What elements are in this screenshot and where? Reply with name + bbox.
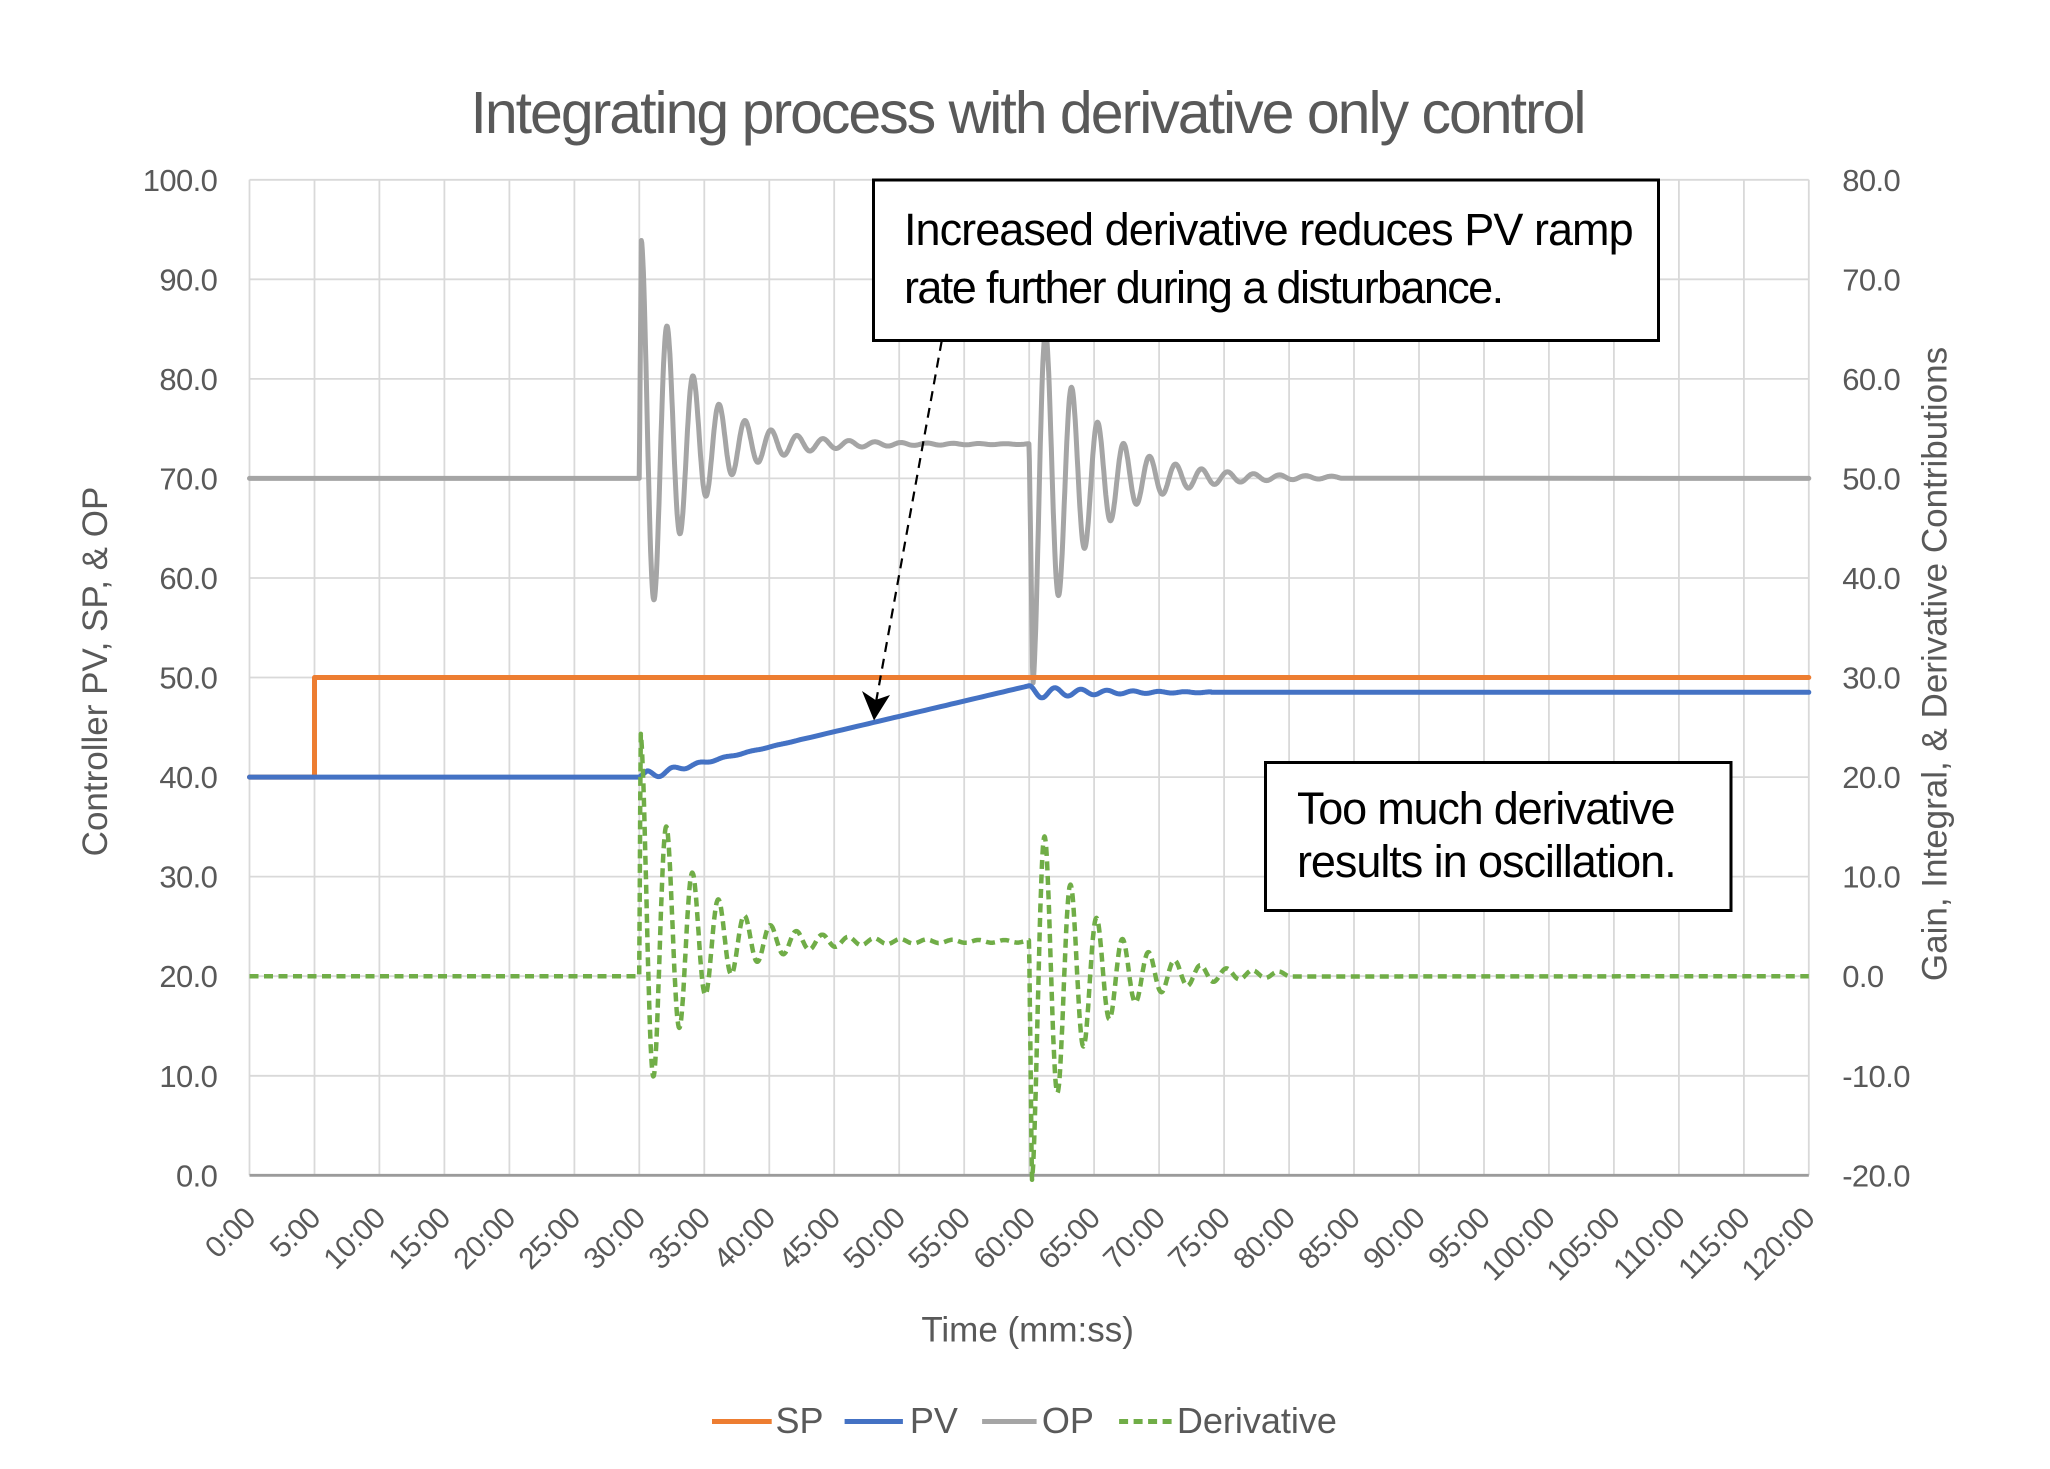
svg-text:OP: OP — [1042, 1400, 1094, 1441]
svg-text:30.0: 30.0 — [1842, 661, 1900, 696]
svg-text:Too much derivative: Too much derivative — [1297, 783, 1675, 834]
svg-text:Increased derivative reduces P: Increased derivative reduces PV ramp — [904, 204, 1633, 255]
svg-text:Time (mm:ss): Time (mm:ss) — [921, 1311, 1134, 1350]
svg-text:rate further during a disturba: rate further during a disturbance. — [904, 262, 1502, 313]
svg-text:50.0: 50.0 — [1842, 461, 1900, 496]
svg-text:results in oscillation.: results in oscillation. — [1297, 836, 1676, 887]
svg-text:SP: SP — [776, 1400, 824, 1441]
svg-text:50.0: 50.0 — [159, 661, 217, 696]
svg-text:30.0: 30.0 — [159, 860, 217, 895]
svg-text:60.0: 60.0 — [1842, 362, 1900, 397]
svg-text:100.0: 100.0 — [143, 163, 218, 198]
svg-text:10.0: 10.0 — [159, 1059, 217, 1094]
svg-text:Gain, Integral, & Derivative C: Gain, Integral, & Derivative Contributio… — [1916, 347, 1955, 981]
svg-text:0.0: 0.0 — [176, 1158, 218, 1193]
svg-text:PV: PV — [910, 1400, 958, 1441]
svg-text:40.0: 40.0 — [1842, 561, 1900, 596]
svg-text:40.0: 40.0 — [159, 760, 217, 795]
svg-text:70.0: 70.0 — [159, 461, 217, 496]
svg-text:10.0: 10.0 — [1842, 860, 1900, 895]
svg-text:90.0: 90.0 — [159, 262, 217, 297]
svg-text:Integrating process with deriv: Integrating process with derivative only… — [470, 80, 1584, 146]
svg-text:-10.0: -10.0 — [1842, 1059, 1910, 1094]
svg-text:0.0: 0.0 — [1842, 959, 1884, 994]
svg-text:80.0: 80.0 — [1842, 163, 1900, 198]
svg-text:80.0: 80.0 — [159, 362, 217, 397]
svg-text:20.0: 20.0 — [159, 959, 217, 994]
svg-text:Derivative: Derivative — [1177, 1400, 1337, 1441]
svg-text:Controller PV, SP, & OP: Controller PV, SP, & OP — [76, 487, 115, 857]
svg-text:-20.0: -20.0 — [1842, 1158, 1910, 1193]
svg-text:70.0: 70.0 — [1842, 262, 1900, 297]
svg-text:20.0: 20.0 — [1842, 760, 1900, 795]
svg-text:60.0: 60.0 — [159, 561, 217, 596]
